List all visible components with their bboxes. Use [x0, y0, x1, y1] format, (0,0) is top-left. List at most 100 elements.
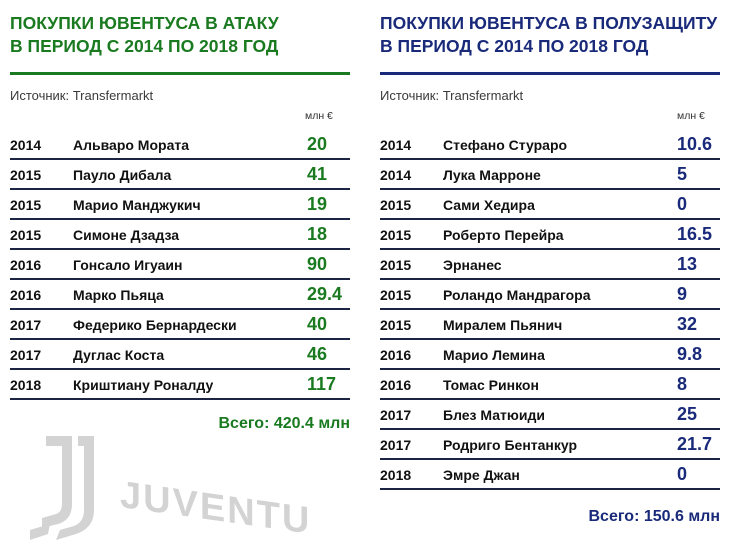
midfield-row-player-name: Родриго Бентанкур [443, 437, 578, 453]
attack-row-player-name: Криштиану Роналду [73, 377, 214, 393]
midfield-row-player-name: Эмре Джан [443, 467, 520, 483]
midfield-row-divider [380, 278, 720, 280]
midfield-row-divider [380, 248, 720, 250]
midfield-row-player-name: Блез Матюиди [443, 407, 545, 423]
midfield-row-fee: 5 [677, 164, 688, 184]
attack-row-fee: 90 [307, 254, 328, 274]
attack-row-year: 2016 [10, 287, 42, 303]
midfield-row-fee: 9.8 [677, 344, 703, 364]
midfield-row-player-name: Эрнанес [443, 257, 502, 273]
attack-row-divider [10, 338, 350, 340]
attack-row-year: 2018 [10, 377, 42, 393]
attack-row-year: 2014 [10, 137, 42, 153]
midfield-row-year: 2015 [380, 287, 412, 303]
midfield-row-year: 2017 [380, 407, 412, 423]
attack-row-year: 2017 [10, 347, 42, 363]
midfield-row-player-name: Сами Хедира [443, 197, 535, 213]
midfield-source: Источник: Transfermarkt [380, 88, 524, 103]
attack-table-row: 2017 Федерико Бернардески 40 [10, 310, 350, 340]
midfield-row-year: 2015 [380, 257, 412, 273]
attack-row-year: 2015 [10, 197, 42, 213]
attack-row-year: 2017 [10, 317, 42, 333]
attack-title-line-2: В ПЕРИОД С 2014 ПО 2018 ГОД [10, 36, 279, 56]
midfield-table-row: 2017 Блез Матюиди 25 [380, 400, 720, 430]
midfield-row-divider [380, 308, 720, 310]
attack-row-fee: 29.4 [307, 284, 343, 304]
attack-row-fee: 46 [307, 344, 328, 364]
juventus-logo-watermark: JUVENTUS [30, 436, 308, 540]
midfield-row-fee: 16.5 [677, 224, 713, 244]
attack-table-row: 2014 Альваро Мората 20 [10, 130, 350, 160]
midfield-table-row: 2016 Томас Ринкон 8 [380, 370, 720, 400]
attack-title-line-1: ПОКУПКИ ЮВЕНТУСА В АТАКУ [10, 13, 279, 33]
midfield-row-fee: 25 [677, 404, 698, 424]
attack-row-player-name: Симоне Дзадза [73, 227, 180, 243]
midfield-row-year: 2017 [380, 437, 412, 453]
attack-table-row: 2017 Дуглас Коста 46 [10, 340, 350, 370]
midfield-title-underline [380, 72, 720, 75]
midfield-row-fee: 21.7 [677, 434, 713, 454]
attack-row-divider [10, 278, 350, 280]
attack-row-year: 2015 [10, 227, 42, 243]
attack-row-player-name: Федерико Бернардески [73, 317, 237, 333]
attack-row-player-name: Пауло Дибала [73, 167, 172, 183]
midfield-row-divider [380, 398, 720, 400]
midfield-row-year: 2016 [380, 377, 412, 393]
attack-row-fee: 40 [307, 314, 328, 334]
attack-row-fee: 41 [307, 164, 328, 184]
midfield-row-year: 2016 [380, 347, 412, 363]
midfield-row-divider [380, 368, 720, 370]
midfield-title-line-2: В ПЕРИОД С 2014 ПО 2018 ГОД [380, 36, 649, 56]
attack-row-year: 2016 [10, 257, 42, 273]
attack-table-row: 2018 Криштиану Роналду 117 [10, 370, 350, 400]
midfield-row-player-name: Миралем Пьянич [443, 317, 563, 333]
midfield-total: Всего: 150.6 млн [588, 508, 721, 525]
midfield-row-fee: 9 [677, 284, 688, 304]
attack-table-row: 2016 Гонсало Игуаин 90 [10, 250, 350, 280]
midfield-row-fee: 32 [677, 314, 698, 334]
midfield-row-year: 2015 [380, 317, 412, 333]
midfield-row-divider [380, 458, 720, 460]
attack-table-row: 2016 Марко Пьяца 29.4 [10, 280, 350, 310]
midfield-row-player-name: Роландо Мандрагора [443, 287, 591, 303]
midfield-row-player-name: Стефано Стураро [443, 137, 568, 153]
midfield-row-year: 2015 [380, 197, 412, 213]
attack-table-row: 2015 Симоне Дзадза 18 [10, 220, 350, 250]
midfield-table-row: 2018 Эмре Джан 0 [380, 460, 720, 490]
attack-row-player-name: Марио Манджукич [73, 197, 201, 213]
attack-row-divider [10, 188, 350, 190]
attack-row-divider [10, 398, 350, 400]
midfield-row-player-name: Роберто Перейра [443, 227, 564, 243]
attack-row-fee: 117 [307, 374, 337, 394]
attack-row-divider [10, 158, 350, 160]
midfield-row-fee: 0 [677, 464, 688, 484]
midfield-row-divider [380, 188, 720, 190]
midfield-row-divider [380, 428, 720, 430]
midfield-row-divider [380, 338, 720, 340]
juventus-j-mark-icon [30, 436, 94, 540]
attack-table-row: 2015 Пауло Дибала 41 [10, 160, 350, 190]
attack-row-divider [10, 248, 350, 250]
midfield-table-row: 2014 Стефано Стураро 10.6 [380, 130, 720, 160]
midfield-title: ПОКУПКИ ЮВЕНТУСА В ПОЛУЗАЩИТУ В ПЕРИОД С… [380, 12, 717, 58]
midfield-table-row: 2015 Роландо Мандрагора 9 [380, 280, 720, 310]
midfield-row-divider [380, 218, 720, 220]
attack-row-divider [10, 308, 350, 310]
midfield-table-row: 2016 Марио Лемина 9.8 [380, 340, 720, 370]
attack-total: Всего: 420.4 млн [218, 415, 351, 432]
midfield-title-line-1: ПОКУПКИ ЮВЕНТУСА В ПОЛУЗАЩИТУ [380, 13, 718, 33]
midfield-table-row: 2015 Эрнанес 13 [380, 250, 720, 280]
attack-row-player-name: Альваро Мората [73, 137, 190, 153]
attack-row-divider [10, 218, 350, 220]
attack-row-divider [10, 368, 350, 370]
attack-title: ПОКУПКИ ЮВЕНТУСА В АТАКУ В ПЕРИОД С 2014… [10, 12, 279, 58]
midfield-table-row: 2015 Роберто Перейра 16.5 [380, 220, 720, 250]
midfield-row-player-name: Марио Лемина [443, 347, 545, 363]
midfield-row-year: 2014 [380, 167, 412, 183]
midfield-row-year: 2014 [380, 137, 412, 153]
midfield-row-fee: 13 [677, 254, 698, 274]
attack-row-fee: 20 [307, 134, 328, 154]
attack-row-player-name: Дуглас Коста [73, 347, 165, 363]
attack-row-year: 2015 [10, 167, 42, 183]
attack-row-player-name: Гонсало Игуаин [73, 257, 183, 273]
